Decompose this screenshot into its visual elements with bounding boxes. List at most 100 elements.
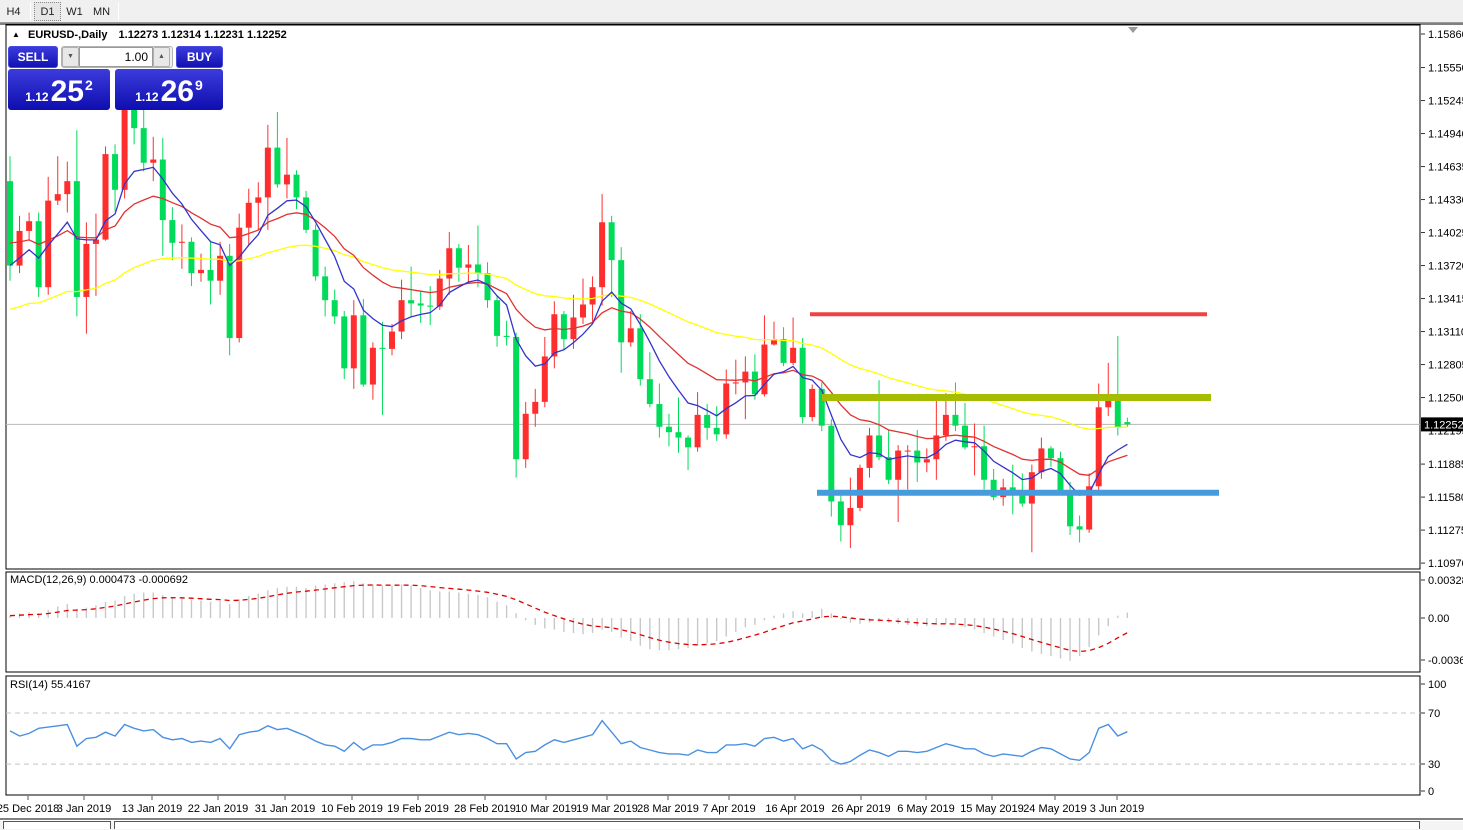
candle <box>436 278 443 307</box>
bottom-strip-panel[interactable] <box>114 821 1420 829</box>
price-axis-label: 1.11580 <box>1428 492 1463 504</box>
date-axis-label: 22 Jan 2019 <box>188 803 249 815</box>
date-axis-label: 19 Feb 2019 <box>387 803 449 815</box>
rsi-axis-label: 70 <box>1428 708 1440 720</box>
price-axis-label: 1.13720 <box>1428 261 1463 273</box>
candle <box>102 154 109 240</box>
candle <box>771 339 777 345</box>
candle <box>341 316 348 369</box>
bottom-strip-tab[interactable] <box>3 821 111 829</box>
candle <box>350 315 357 369</box>
candle <box>866 435 873 468</box>
buy-price-pip: 9 <box>194 77 203 93</box>
price-axis-label: 1.14330 <box>1428 195 1463 207</box>
candle <box>474 264 481 274</box>
price-axis-label: 1.11275 <box>1428 525 1463 537</box>
candle <box>140 128 147 163</box>
candle <box>64 181 71 195</box>
timeframe-button-mn[interactable]: MN <box>92 6 111 18</box>
candle <box>1057 458 1064 492</box>
sell-price-prefix: 1.12 <box>25 90 49 104</box>
candle <box>751 371 758 395</box>
sell-button[interactable]: SELL <box>8 46 58 68</box>
candle <box>150 159 157 163</box>
buy-price-prefix: 1.12 <box>135 90 159 104</box>
candle <box>417 303 424 306</box>
candle <box>16 230 23 266</box>
candle <box>990 479 997 498</box>
candle <box>188 241 195 274</box>
candle <box>283 174 290 185</box>
candle <box>494 300 501 336</box>
collapse-panel-icon[interactable]: ▲ <box>12 30 20 39</box>
date-axis-label: 16 Apr 2019 <box>765 803 824 815</box>
timeframe-button-h4[interactable]: H4 <box>6 6 21 18</box>
macd-pane-frame <box>5 571 1421 673</box>
candle <box>7 181 13 266</box>
candle <box>790 347 797 363</box>
date-axis-label: 7 Apr 2019 <box>702 803 755 815</box>
ma-fast-line <box>9 166 1128 496</box>
timeframe-button-w1[interactable]: W1 <box>66 6 83 18</box>
candle <box>513 336 520 460</box>
volume-increase-button[interactable]: ▲ <box>153 47 170 67</box>
candle <box>45 200 52 288</box>
candle <box>121 78 128 190</box>
candle <box>704 414 711 428</box>
ma-medium-line <box>9 195 1128 476</box>
ohlc-values: 1.12273 1.12314 1.12231 1.12252 <box>118 29 287 41</box>
current-price-badge-label: 1.12252 <box>1424 419 1463 431</box>
buy-price-display[interactable]: 1.12 26 9 <box>115 69 223 110</box>
macd-signal-line <box>9 584 1128 653</box>
candle <box>331 300 338 317</box>
date-axis-label: 19 Mar 2019 <box>576 803 638 815</box>
buy-button[interactable]: BUY <box>176 46 223 68</box>
candle <box>35 221 42 288</box>
volume-input[interactable] <box>79 47 153 67</box>
candle <box>169 220 176 243</box>
toolbar-separator <box>118 3 119 20</box>
macd-signal-value: -0.000692 <box>138 574 188 586</box>
candle <box>551 314 558 357</box>
candle <box>312 229 319 277</box>
volume-spinner: ▼ ▲ <box>61 46 173 68</box>
candle <box>455 248 462 268</box>
candle <box>876 435 883 458</box>
candle <box>217 255 224 281</box>
timeframe-button-d1[interactable]: D1 <box>34 2 61 21</box>
date-axis-label: 3 Jan 2019 <box>57 803 111 815</box>
date-axis-label: 6 May 2019 <box>897 803 954 815</box>
sell-price-display[interactable]: 1.12 25 2 <box>8 69 110 110</box>
candle <box>952 414 959 426</box>
candle <box>780 339 787 363</box>
price-axis-label: 1.12805 <box>1428 360 1463 372</box>
volume-decrease-button[interactable]: ▼ <box>62 47 79 67</box>
candle <box>856 467 863 508</box>
chart-shift-marker-icon[interactable] <box>1128 27 1138 33</box>
candle <box>818 388 825 426</box>
price-axis-label: 1.14025 <box>1428 228 1463 240</box>
main-chart-frame <box>5 24 1421 570</box>
date-axis-label: 24 May 2019 <box>1023 803 1087 815</box>
candle <box>427 305 434 307</box>
candle <box>26 221 33 231</box>
candle <box>809 388 816 418</box>
candle <box>408 300 415 304</box>
candle <box>159 159 166 221</box>
candle <box>1086 486 1093 530</box>
candle <box>885 457 892 480</box>
price-axis-label: 1.12500 <box>1428 393 1463 405</box>
candle <box>923 459 930 463</box>
date-axis-label: 28 Mar 2019 <box>637 803 699 815</box>
candle <box>1028 472 1035 504</box>
candle <box>742 371 749 383</box>
candle <box>322 276 329 301</box>
candle <box>1047 448 1054 459</box>
candle <box>484 273 491 301</box>
candle <box>904 450 911 452</box>
candle <box>656 404 663 427</box>
date-axis-label: 15 May 2019 <box>960 803 1024 815</box>
candle <box>637 328 644 380</box>
date-axis-label: 25 Dec 2018 <box>0 803 59 815</box>
